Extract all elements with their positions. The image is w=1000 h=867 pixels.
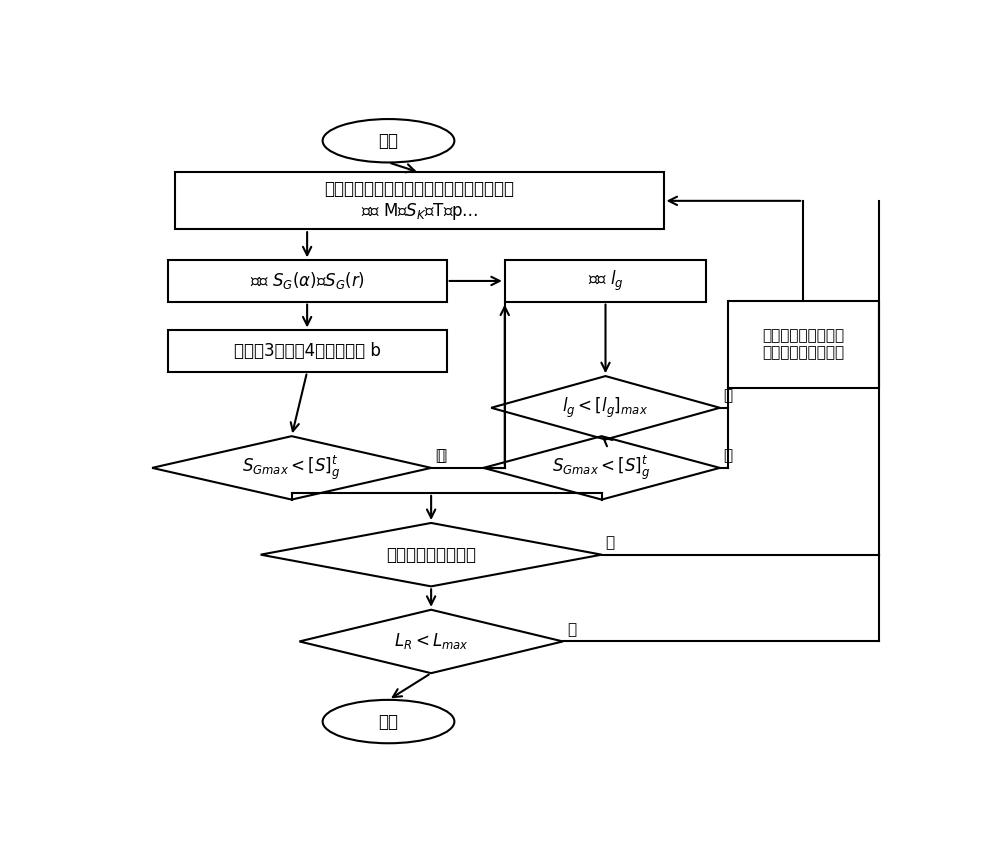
Bar	[168, 260, 447, 302]
Text: $L_R<L_{max}$: $L_R<L_{max}$	[394, 631, 469, 651]
Text: 否: 否	[567, 622, 576, 637]
Text: 计算 $l_g$: 计算 $l_g$	[588, 269, 623, 293]
Text: 计算 $S_G(α)$，$S_G(r)$: 计算 $S_G(α)$，$S_G(r)$	[250, 271, 365, 291]
Bar	[175, 173, 664, 229]
Bar	[728, 301, 879, 388]
Text: 开始: 开始	[378, 132, 398, 150]
Text: 校核法兰、螺栓强度: 校核法兰、螺栓强度	[386, 545, 476, 564]
Text: 否: 否	[724, 448, 733, 463]
Text: $l_g<[l_g]_{max}$: $l_g<[l_g]_{max}$	[562, 395, 649, 420]
Text: 选择法兰、螺栓和垫片的类型、材料与尺寸
输入 M，$S_K$，T，p…: 选择法兰、螺栓和垫片的类型、材料与尺寸 输入 M，$S_K$，T，p…	[324, 179, 514, 222]
Text: 调整载荷、重新选择
元件、设置防松垫圈: 调整载荷、重新选择 元件、设置防松垫圈	[762, 329, 844, 361]
Text: 否: 否	[437, 448, 446, 463]
Text: 否: 否	[606, 535, 615, 551]
Bar	[505, 260, 706, 302]
Text: $S_{Gmax}<[S]_g^t$: $S_{Gmax}<[S]_g^t$	[552, 453, 651, 482]
Text: $S_{Gmax}<[S]_g^t$: $S_{Gmax}<[S]_g^t$	[242, 453, 341, 482]
Text: 由式（3）、（4）计算垫片 b: 由式（3）、（4）计算垫片 b	[234, 342, 381, 360]
Text: 结束: 结束	[378, 713, 398, 731]
Text: 否: 否	[435, 448, 444, 463]
Bar	[168, 330, 447, 372]
Text: 否: 否	[724, 388, 733, 403]
